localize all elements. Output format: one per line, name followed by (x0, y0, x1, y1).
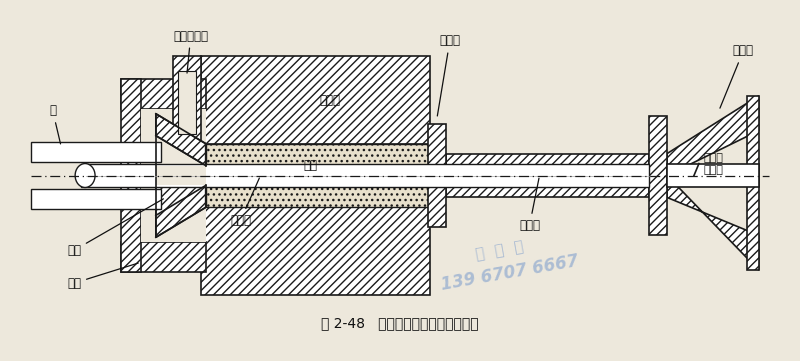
Polygon shape (156, 114, 206, 166)
Text: 挤压垫: 挤压垫 (438, 35, 460, 116)
Text: 至  德  钢: 至 德 钢 (474, 239, 525, 262)
Text: 图 2-48   卧式挤压机工模具结构配置: 图 2-48 卧式挤压机工模具结构配置 (321, 316, 479, 330)
Text: 管: 管 (49, 104, 61, 144)
Text: 139 6707 6667: 139 6707 6667 (439, 252, 580, 294)
Bar (201, 56, 430, 144)
Text: 润滑玻璃盘: 润滑玻璃盘 (174, 30, 208, 73)
Bar (446, 175, 649, 197)
Bar (206, 144, 430, 208)
Polygon shape (156, 186, 206, 237)
Text: 模子: 模子 (67, 199, 163, 257)
Bar (746, 96, 758, 270)
Polygon shape (667, 175, 758, 270)
Bar (121, 242, 206, 272)
Bar (649, 116, 667, 235)
Bar (178, 71, 196, 134)
Text: 坯料: 坯料 (303, 159, 318, 172)
Bar (81, 164, 649, 187)
Bar (31, 142, 161, 162)
Text: 挤压机: 挤压机 (704, 153, 724, 162)
Ellipse shape (75, 164, 95, 187)
Text: 中心线: 中心线 (704, 165, 724, 174)
Text: 模座: 模座 (67, 263, 138, 290)
Bar (121, 79, 141, 272)
Bar (667, 164, 758, 187)
Bar (141, 109, 206, 242)
Bar (173, 56, 201, 144)
Bar (31, 190, 161, 209)
Bar (428, 124, 446, 227)
Bar (446, 153, 649, 175)
Bar (121, 79, 206, 109)
Text: 挤压杆: 挤压杆 (720, 44, 754, 108)
Polygon shape (667, 96, 758, 175)
Bar (156, 166, 206, 186)
Text: 穿孔针: 穿孔针 (230, 178, 259, 227)
Text: 针支承: 针支承 (519, 178, 540, 232)
Text: 挤压筒: 挤压筒 (320, 94, 341, 107)
Bar (201, 208, 430, 295)
